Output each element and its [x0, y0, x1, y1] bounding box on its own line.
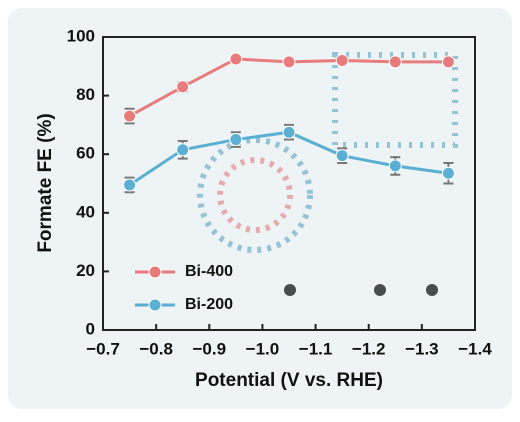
- data-point: [176, 143, 190, 157]
- data-point: [282, 55, 296, 69]
- illustration: [197, 52, 458, 296]
- legend-marker: [148, 298, 162, 312]
- legend-marker: [148, 265, 162, 279]
- data-point: [388, 159, 402, 173]
- data-point: [229, 52, 243, 66]
- y-tick-label: 20: [76, 261, 95, 280]
- data-point: [176, 80, 190, 94]
- data-point: [123, 109, 137, 123]
- data-point: [335, 149, 349, 163]
- data-point: [229, 133, 243, 147]
- y-axis-label: Formate FE (%): [35, 113, 56, 252]
- x-tick-label: −0.7: [86, 339, 120, 358]
- legend-label: Bi-200: [185, 296, 233, 313]
- y-tick-label: 40: [76, 202, 95, 221]
- x-axis-label: Potential (V vs. RHE): [195, 370, 383, 391]
- data-point: [123, 178, 137, 192]
- data-point: [441, 55, 455, 69]
- y-tick-label: 60: [76, 144, 95, 163]
- data-point: [441, 166, 455, 180]
- legend-label: Bi-400: [185, 263, 233, 280]
- x-tick-label: −1.2: [352, 339, 386, 358]
- x-tick-label: −1.3: [405, 339, 439, 358]
- data-point: [388, 55, 402, 69]
- y-tick-label: 80: [76, 85, 95, 104]
- x-tick-label: −1.0: [246, 339, 280, 358]
- x-tick-label: −0.8: [139, 339, 173, 358]
- y-tick-label: 0: [86, 319, 95, 338]
- plot-frame: [102, 36, 476, 331]
- x-tick-label: −0.9: [193, 339, 227, 358]
- x-tick-label: −1.1: [299, 339, 333, 358]
- y-tick-label: 100: [67, 26, 95, 45]
- data-point: [282, 125, 296, 139]
- data-point: [335, 53, 349, 67]
- x-tick-label: −1.4: [458, 339, 492, 358]
